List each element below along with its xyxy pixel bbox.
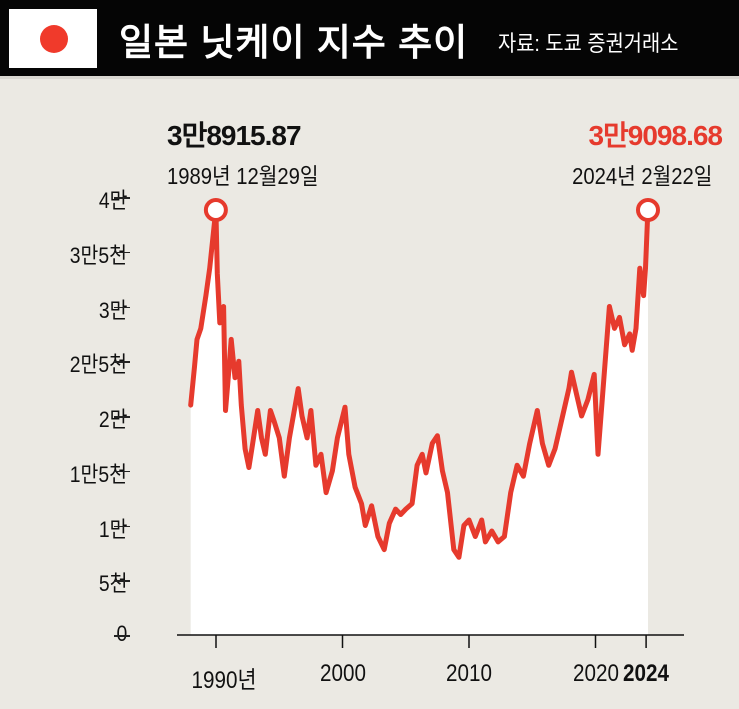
y-tick-mark — [114, 251, 130, 254]
header-divider — [0, 76, 739, 79]
peak-1989-date: 1989년 12월29일 — [167, 163, 319, 189]
flag-red-circle — [40, 25, 68, 53]
peak-2024-date: 2024년 2월22일 — [571, 163, 712, 189]
x-tick-label: 2000 — [319, 660, 366, 687]
peak-1989-value: 3만8915.87 — [167, 120, 302, 151]
y-tick-label: 2만 — [98, 407, 127, 432]
peak-markers — [203, 198, 660, 222]
x-tick-label: 2020 — [572, 660, 619, 687]
y-tick-label: 1만5천 — [69, 461, 127, 487]
y-tick-mark — [114, 635, 130, 637]
y-tick-label: 2만5천 — [69, 352, 127, 378]
peak-marker-circle — [203, 198, 228, 222]
y-tick-mark — [114, 580, 130, 582]
y-tick-mark — [114, 361, 130, 363]
y-tick-mark — [114, 306, 130, 308]
x-axis — [177, 634, 684, 648]
header-bar: 일본 닛케이 지수 추이 자료: 도쿄 증권거래소 — [0, 0, 739, 76]
x-tick-label: 2024 — [623, 660, 670, 687]
y-tick-mark — [114, 197, 130, 199]
y-tick-mark — [114, 416, 130, 418]
y-tick-label: 0 — [116, 621, 127, 646]
y-tick-mark — [114, 470, 130, 473]
chart-title: 일본 닛케이 지수 추이 — [119, 22, 469, 63]
y-tick-label: 5천 — [98, 571, 127, 597]
x-tick-label: 2010 — [446, 660, 492, 687]
y-tick-label: 1만 — [98, 516, 127, 542]
x-tick-label: 1990년 — [191, 667, 257, 694]
area-fill — [190, 206, 648, 635]
y-tick-label: 3만5천 — [69, 242, 127, 268]
peak-marker-circle — [635, 198, 660, 222]
y-tick-mark — [114, 525, 130, 527]
nikkei-line — [188, 204, 651, 560]
japan-flag-icon — [9, 9, 97, 68]
peak-2024-value: 3만9098.68 — [588, 120, 723, 151]
y-tick-label: 4만 — [98, 188, 127, 213]
source-label: 자료: 도쿄 증권거래소 — [498, 31, 679, 56]
y-tick-label: 3만 — [98, 297, 127, 323]
